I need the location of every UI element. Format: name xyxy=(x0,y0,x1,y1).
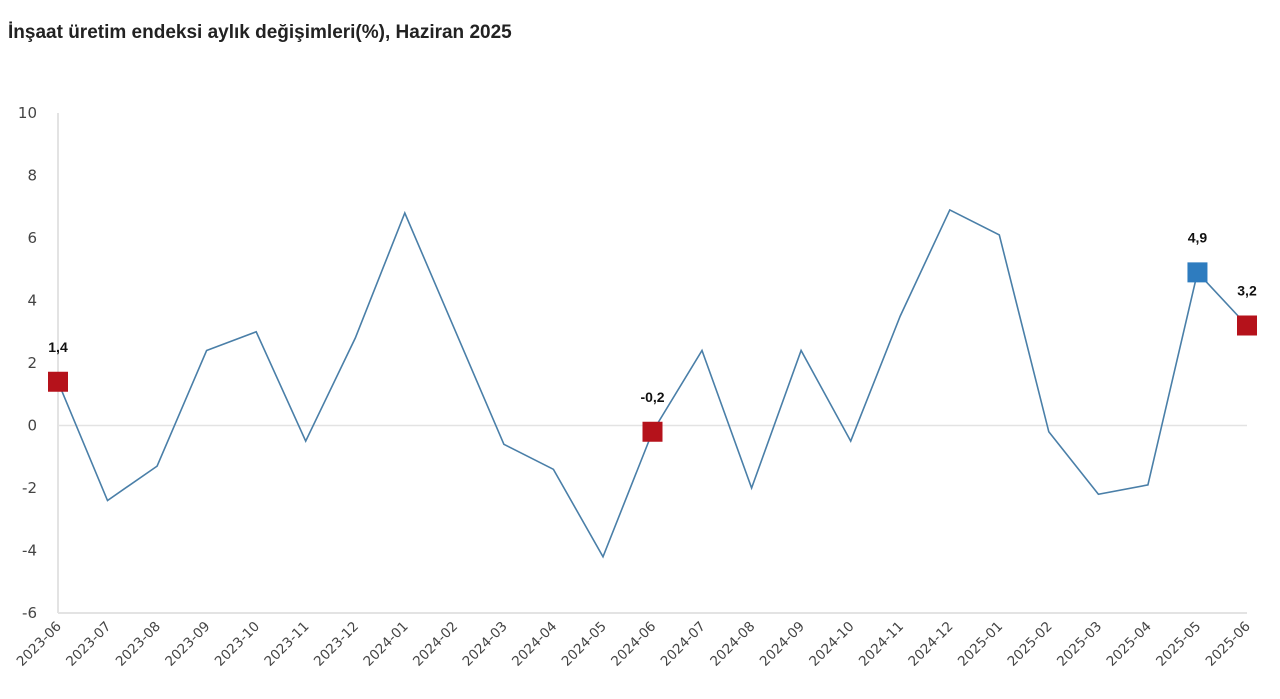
y-tick-label: -6 xyxy=(22,604,37,622)
x-tick-label: 2024-04 xyxy=(509,619,560,670)
x-tick-label: 2023-12 xyxy=(311,619,362,670)
x-tick-label: 2023-11 xyxy=(261,619,312,670)
series-line xyxy=(57,208,1248,559)
y-tick-label: -4 xyxy=(22,542,37,560)
x-tick-label: 2024-08 xyxy=(707,619,758,670)
x-tick-label: 2025-01 xyxy=(955,619,1006,670)
axes: 10 8 6 4 2 0 -2 -4 -62023-062023-072023-082023-0… xyxy=(14,104,1254,670)
x-tick-label: 2024-03 xyxy=(460,619,511,670)
highlight-marker xyxy=(642,421,663,442)
chart-title: İnşaat üretim endeksi aylık değişimleri(… xyxy=(8,22,512,43)
x-tick-label: 2023-08 xyxy=(113,619,164,670)
data-label: 1,4 xyxy=(48,339,68,355)
x-tick-label: 2024-11 xyxy=(856,619,907,670)
data-label: 4,9 xyxy=(1188,229,1208,245)
x-tick-label: 2023-06 xyxy=(14,619,65,670)
x-tick-label: 2024-07 xyxy=(658,619,709,670)
highlight-marker xyxy=(1237,315,1257,336)
data-series xyxy=(57,208,1248,559)
x-tick-label: 2023-09 xyxy=(162,619,213,670)
y-tick-label: -2 xyxy=(22,479,37,497)
highlight-marker xyxy=(48,371,68,392)
x-tick-label: 2023-07 xyxy=(63,619,114,670)
x-tick-label: 2024-10 xyxy=(806,619,857,670)
y-tick-label: 0 xyxy=(27,417,37,435)
x-tick-label: 2025-03 xyxy=(1054,619,1105,670)
x-tick-label: 2024-01 xyxy=(360,619,411,670)
x-tick-label: 2024-02 xyxy=(410,619,461,670)
x-tick-label: 2024-05 xyxy=(559,619,610,670)
x-tick-label: 2023-10 xyxy=(212,619,263,670)
data-label: 3,2 xyxy=(1237,283,1257,299)
y-tick-label: 10 xyxy=(18,104,37,122)
x-tick-label: 2024-09 xyxy=(757,619,808,670)
y-tick-label: 4 xyxy=(27,292,37,310)
x-tick-label: 2025-02 xyxy=(1004,619,1055,670)
y-tick-label: 2 xyxy=(27,354,37,372)
y-tick-label: 8 xyxy=(27,167,37,185)
x-tick-label: 2025-04 xyxy=(1104,619,1155,670)
x-tick-label: 2024-12 xyxy=(905,619,956,670)
highlight-markers: 1,4 -0,2 4,9 3,2 xyxy=(48,229,1257,442)
data-label: -0,2 xyxy=(640,389,664,405)
x-tick-label: 2025-05 xyxy=(1153,619,1204,670)
x-tick-label: 2024-06 xyxy=(608,619,659,670)
x-tick-label: 2025-06 xyxy=(1203,619,1254,670)
y-tick-label: 6 xyxy=(27,229,37,247)
highlight-marker xyxy=(1187,262,1208,283)
